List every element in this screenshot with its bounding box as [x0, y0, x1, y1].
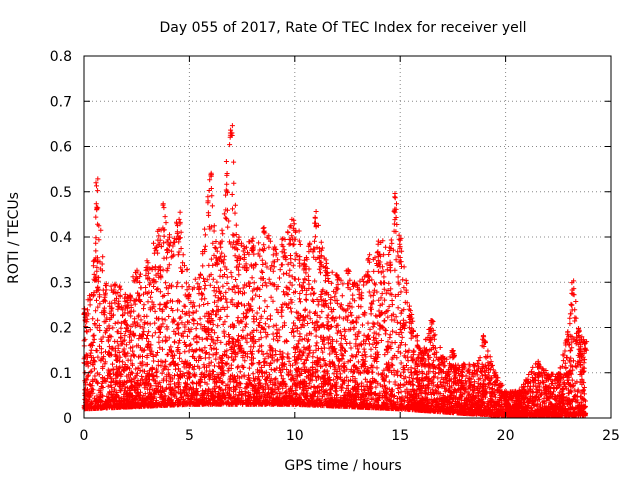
y-tick-label: 0.5 — [50, 185, 72, 201]
x-tick-label: 10 — [286, 428, 304, 444]
x-tick-labels: 0 5 10 15 20 25 — [80, 428, 620, 444]
y-tick-label: 0.3 — [50, 275, 72, 291]
x-tick-label: 15 — [391, 428, 409, 444]
y-tick-label: 0.8 — [50, 49, 72, 65]
x-tick-label: 0 — [80, 428, 89, 444]
x-tick-label: 25 — [602, 428, 620, 444]
y-tick-label: 0.7 — [50, 94, 72, 110]
axis-ticks — [83, 55, 612, 419]
chart-title: Day 055 of 2017, Rate Of TEC Index for r… — [159, 20, 526, 36]
y-tick-label: 0.4 — [50, 230, 72, 246]
y-tick-labels: 0 0.1 0.2 0.3 0.4 0.5 0.6 0.7 0.8 — [50, 49, 72, 427]
x-tick-label: 20 — [497, 428, 515, 444]
y-tick-label: 0 — [63, 411, 72, 427]
x-tick-label: 5 — [185, 428, 194, 444]
y-tick-label: 0.2 — [50, 321, 72, 337]
x-axis-label: GPS time / hours — [284, 458, 401, 474]
y-tick-label: 0.1 — [50, 366, 72, 382]
y-axis-label: ROTI / TECUs — [6, 192, 22, 284]
y-tick-label: 0.6 — [50, 140, 72, 156]
